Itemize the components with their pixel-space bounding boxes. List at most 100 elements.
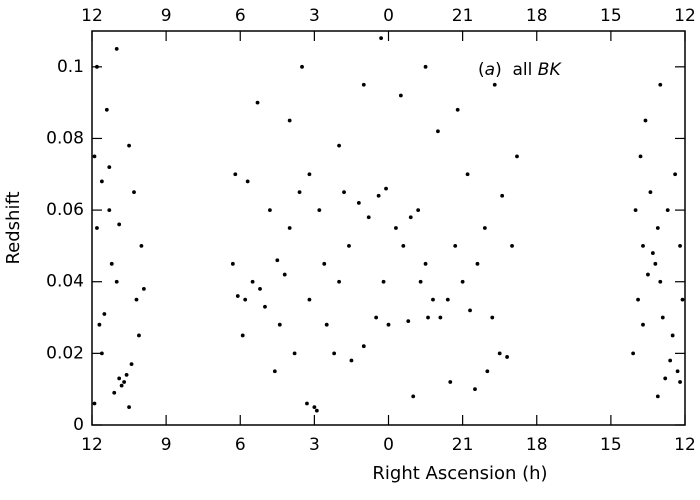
annotation-part: a: [485, 60, 495, 80]
point: [655, 394, 660, 399]
point: [104, 107, 109, 112]
point: [112, 390, 117, 395]
annotation: (a) all BK: [478, 60, 562, 80]
point: [448, 380, 453, 384]
x-tick-label-top: 0: [383, 6, 394, 26]
y-tick-label: 0.08: [46, 128, 84, 148]
point: [129, 362, 134, 367]
point: [305, 401, 309, 406]
point: [307, 172, 312, 177]
point: [141, 286, 146, 291]
annotation-part: BK: [538, 60, 563, 80]
point: [99, 351, 104, 356]
point: [500, 193, 505, 198]
x-axis-label: Right Ascension (h): [372, 463, 547, 484]
point: [300, 64, 304, 69]
point: [505, 355, 509, 359]
x-tick-label-top: 12: [674, 6, 696, 26]
point: [423, 64, 428, 69]
point: [431, 297, 435, 302]
point: [650, 251, 655, 255]
point: [92, 401, 97, 406]
point: [673, 172, 678, 177]
x-tick-label-top: 6: [235, 6, 246, 26]
point: [398, 93, 403, 98]
point: [418, 279, 423, 284]
point: [282, 272, 287, 277]
point: [468, 308, 472, 313]
point: [631, 351, 636, 356]
point: [670, 333, 675, 338]
point: [638, 154, 643, 159]
point: [235, 294, 240, 298]
point: [445, 297, 450, 302]
point: [665, 208, 670, 212]
point: [122, 380, 127, 384]
point: [230, 261, 235, 266]
point: [119, 383, 124, 388]
point: [436, 129, 440, 134]
point: [394, 226, 398, 230]
point: [490, 315, 495, 320]
point: [342, 190, 346, 195]
point: [127, 405, 131, 409]
point: [314, 408, 319, 413]
point: [497, 351, 502, 356]
point: [117, 222, 122, 227]
point: [297, 190, 302, 195]
point: [275, 258, 280, 263]
point: [268, 208, 272, 212]
x-tick-label-top: 9: [161, 6, 172, 26]
point: [482, 226, 487, 230]
point: [374, 315, 379, 320]
x-tick-label: 18: [526, 435, 548, 455]
point: [408, 215, 413, 220]
point: [337, 143, 341, 148]
x-tick-label: 6: [235, 435, 246, 455]
point: [95, 64, 99, 69]
point: [641, 244, 645, 248]
point: [515, 154, 519, 159]
point: [361, 82, 366, 87]
point: [658, 279, 663, 284]
x-tick-label-top: 15: [600, 6, 622, 26]
point: [473, 387, 477, 392]
point: [324, 322, 329, 327]
point: [107, 208, 112, 212]
point: [680, 297, 685, 302]
point: [287, 118, 292, 123]
plot-frame: [91, 30, 686, 426]
point: [678, 380, 682, 384]
point: [347, 244, 351, 248]
point: [317, 208, 322, 212]
point: [137, 333, 141, 338]
point: [263, 304, 267, 309]
point: [107, 165, 112, 170]
point: [460, 279, 465, 284]
point: [95, 226, 99, 230]
point: [416, 208, 421, 212]
point: [653, 261, 658, 266]
annotation-part: (: [478, 60, 485, 80]
y-tick-label: 0: [73, 415, 84, 435]
y-axis-label: Redshift: [3, 191, 24, 264]
point: [277, 322, 282, 327]
point: [492, 82, 497, 87]
x-tick-label: 21: [452, 435, 474, 455]
point: [386, 322, 391, 327]
point: [332, 351, 337, 356]
point: [361, 344, 366, 349]
point: [658, 82, 663, 87]
point: [675, 369, 680, 374]
y-tick-label: 0.06: [46, 200, 84, 220]
point: [423, 261, 428, 266]
x-tick-label: 9: [161, 435, 172, 455]
point: [678, 244, 682, 248]
point: [258, 286, 262, 291]
point: [455, 107, 460, 112]
y-tick-label: 0.1: [57, 57, 84, 77]
point: [99, 179, 104, 184]
point: [376, 193, 381, 198]
point: [322, 261, 327, 266]
